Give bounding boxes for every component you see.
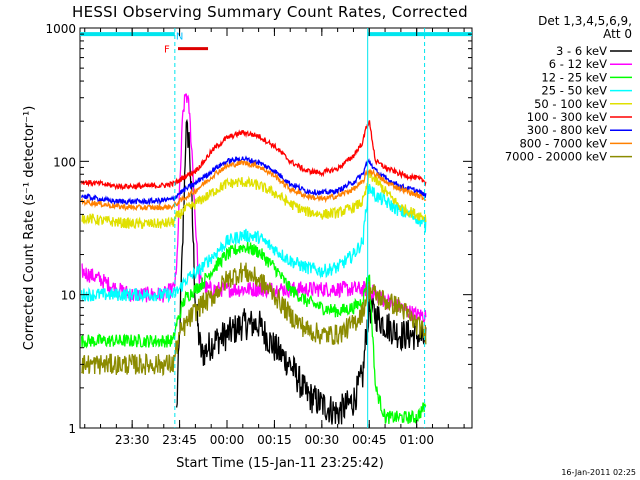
legend-label: 100 - 300 keV	[527, 110, 607, 124]
y-tick-label: 1	[68, 422, 76, 436]
legend-label: 3 - 6 keV	[556, 44, 607, 58]
x-tick-label: 00:15	[257, 433, 292, 447]
series-line-12-25-kev	[80, 241, 427, 424]
legend-label: 25 - 50 keV	[541, 84, 607, 98]
x-tick-label: 01:00	[399, 433, 434, 447]
plot-area: NF 23:30 23:45 00:00 00:15 00:30 00:45 01:00 1 1…	[45, 22, 473, 447]
legend-label: 6 - 12 keV	[549, 57, 607, 71]
y-axis-label: Corrected Count Rate (s⁻¹ detector⁻¹)	[22, 106, 37, 351]
y-tick-label: 100	[53, 155, 76, 169]
footer-date: 16-Jan-2011 02:25	[561, 468, 636, 477]
x-axis-label: Start Time (15-Jan-11 23:25:42)	[176, 456, 384, 471]
x-tick-label: 23:30	[115, 433, 150, 447]
axis-layer: 23:30 23:45 00:00 00:15 00:30 00:45 01:00 1 10 10…	[45, 22, 472, 447]
y-tick-label: 10	[61, 289, 76, 303]
x-tick-label: 23:45	[162, 433, 197, 447]
x-tick-label: 00:00	[210, 433, 245, 447]
series-layer	[80, 93, 427, 425]
annotation-layer: NF	[80, 28, 472, 428]
legend-label: 300 - 800 keV	[527, 123, 607, 137]
series-line-7000-20000-kev	[81, 262, 427, 377]
x-tick-label: 00:30	[305, 433, 340, 447]
plot-frame	[79, 27, 473, 429]
x-tick-label: 00:45	[352, 433, 387, 447]
series-line-50-100-kev	[81, 169, 427, 230]
flag-label-n: N	[176, 31, 183, 42]
legend-header-detectors: Det 1,3,4,5,6,9,	[538, 14, 632, 28]
legend-header-attenuator: Att 0	[603, 27, 632, 41]
y-tick-label: 1000	[45, 22, 76, 36]
flag-label-f: F	[164, 45, 170, 56]
series-line-100-300-kev	[80, 120, 427, 191]
chart-title: HESSI Observing Summary Count Rates, Cor…	[72, 3, 468, 21]
legend-label: 12 - 25 keV	[541, 70, 607, 84]
legend-label: 50 - 100 keV	[534, 97, 607, 111]
legend-label: 800 - 7000 keV	[519, 136, 607, 150]
series-line-800-7000-kev	[80, 159, 427, 212]
series-line-3-6-kev	[175, 118, 427, 425]
legend-label: 7000 - 20000 keV	[505, 150, 607, 164]
series-line-25-50-kev	[80, 183, 427, 304]
